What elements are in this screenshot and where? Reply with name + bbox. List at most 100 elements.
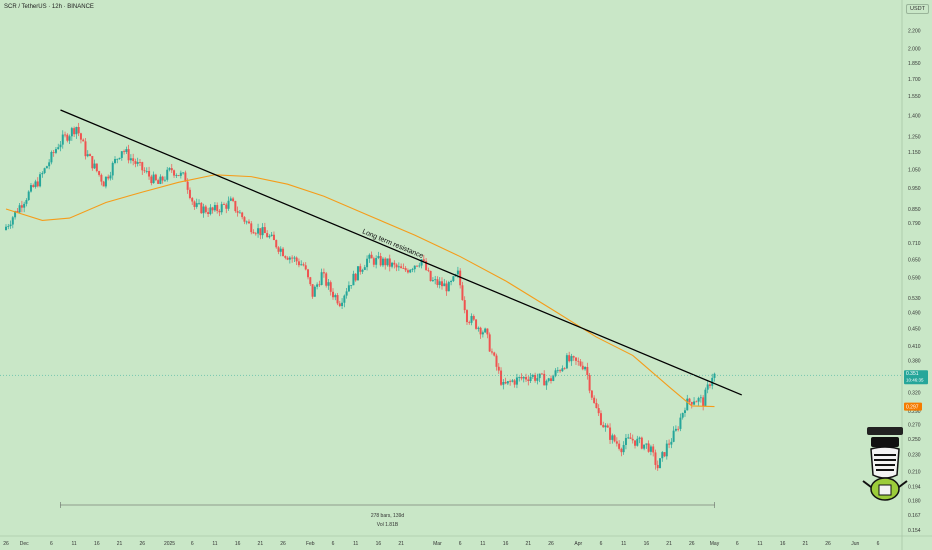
candle-body [82, 139, 85, 142]
x-tick-label: 26 [548, 541, 554, 547]
candle-body [143, 170, 146, 172]
candle-body [136, 162, 139, 164]
currency-button[interactable]: USDT [906, 4, 929, 14]
candle-body [627, 437, 630, 439]
candle-body [418, 265, 421, 267]
candle-body [518, 377, 521, 378]
candle-body [636, 438, 639, 446]
candle-body [590, 390, 593, 398]
candle-body [434, 279, 437, 281]
y-tick-label: 0.230 [908, 453, 921, 459]
y-tick-label: 0.650 [908, 257, 921, 263]
y-tick-label: 0.180 [908, 499, 921, 505]
candle-body [275, 240, 278, 248]
candle-body [520, 377, 523, 379]
candle-body [509, 381, 512, 382]
candle-body [672, 430, 675, 442]
candle-body [579, 361, 582, 366]
candle-body [459, 270, 462, 286]
candle-body [86, 154, 89, 157]
x-tick-label: 21 [398, 541, 404, 547]
resistance-trendline [60, 109, 743, 396]
candle-body [681, 412, 684, 418]
candle-body [236, 211, 239, 213]
candle-body [561, 368, 564, 372]
candle-body [704, 389, 707, 407]
candle-body [161, 176, 164, 181]
candle-body [91, 156, 94, 169]
candle-body [241, 212, 244, 218]
candle-body [613, 435, 616, 442]
candle-body [597, 408, 600, 414]
candle-body [391, 262, 394, 267]
y-tick-label: 0.410 [908, 344, 921, 350]
candle-body [225, 204, 228, 209]
candle-body [223, 204, 225, 205]
candle-body [593, 397, 596, 403]
candle-body [395, 264, 398, 268]
x-tick-label: 6 [600, 541, 603, 547]
x-tick-label: 11 [212, 541, 217, 547]
candle-body [243, 217, 246, 222]
candle-body [261, 227, 264, 236]
x-tick-label: 6 [736, 541, 739, 547]
candle-body [463, 300, 466, 311]
y-tick-label: 0.490 [908, 311, 921, 317]
candle-body [552, 376, 555, 381]
x-tick-label: 11 [757, 541, 762, 547]
candle-body [422, 259, 425, 261]
candle-body [311, 284, 314, 297]
candle-body [570, 356, 573, 362]
candle-body [341, 302, 344, 307]
candle-body [100, 174, 103, 182]
candle-body [41, 173, 44, 175]
x-tick-label: 16 [503, 541, 509, 547]
candle-body [534, 375, 537, 381]
y-tick-label: 2.000 [908, 46, 921, 52]
candle-body [107, 176, 110, 179]
candle-body [606, 425, 609, 428]
candle-body [177, 175, 180, 177]
candle-body [513, 380, 516, 385]
y-tick-label: 0.590 [908, 276, 921, 282]
candle-body [443, 283, 446, 287]
candle-body [250, 223, 253, 233]
x-tick-label: 6 [877, 541, 880, 547]
x-tick-label: 16 [780, 541, 786, 547]
candle-body [677, 428, 680, 430]
x-tick-label: 11 [353, 541, 358, 547]
x-tick-label: 26 [3, 541, 9, 547]
candle-body [209, 207, 212, 215]
candle-body [647, 443, 650, 452]
y-tick-label: 2.200 [908, 28, 921, 34]
candle-body [538, 373, 541, 379]
candle-body [98, 171, 101, 175]
y-tick-label: 1.850 [908, 61, 921, 67]
candle-body [68, 136, 71, 141]
candle-body [515, 377, 518, 385]
candle-body [220, 204, 223, 213]
candle-body [470, 316, 473, 323]
mojo-logo [862, 427, 908, 501]
trendline-label: Long term resistance [361, 228, 424, 260]
candle-body [179, 172, 182, 176]
countdown-timer: 10:46:35 [906, 378, 924, 383]
candle-body [384, 258, 387, 266]
candle-body [554, 370, 557, 377]
candle-body [500, 370, 503, 385]
candle-body [116, 158, 119, 160]
candle-body [18, 205, 21, 213]
candle-body [479, 327, 482, 335]
candle-body [29, 185, 32, 192]
candle-body [247, 221, 250, 224]
candle-body [309, 277, 312, 285]
y-tick-label: 0.380 [908, 358, 921, 364]
candle-body [170, 168, 173, 171]
candle-body [568, 355, 571, 362]
x-tick-label: Jun [851, 541, 859, 547]
candle-body [352, 273, 355, 286]
candle-body [402, 268, 405, 269]
candle-body [497, 366, 500, 371]
candle-body [313, 286, 316, 297]
